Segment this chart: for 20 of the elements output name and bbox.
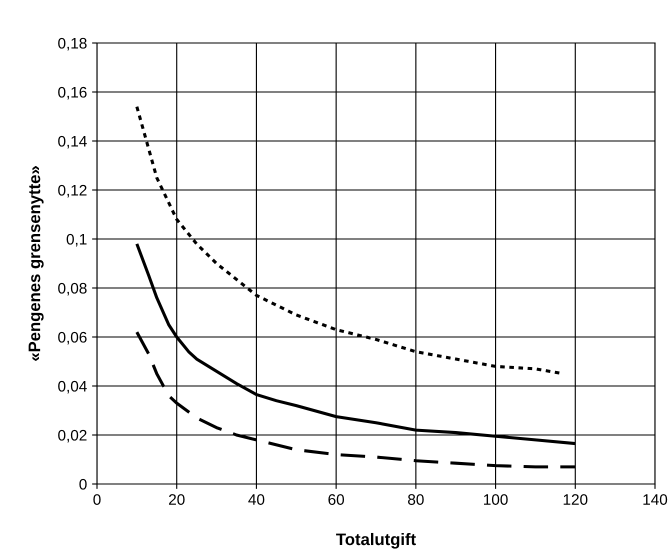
x-tick-label: 40 <box>248 494 264 505</box>
y-tick-label: 0,04 <box>58 380 87 394</box>
x-tick-label: 20 <box>168 494 185 505</box>
x-tick-label: 100 <box>484 494 508 505</box>
y-tick-label: 0,12 <box>58 184 87 198</box>
x-tick-label: 0 <box>93 494 101 505</box>
y-tick-label: 0,18 <box>58 38 87 50</box>
y-tick-label: 0,02 <box>58 430 87 442</box>
x-tick-label: 120 <box>564 494 588 505</box>
x-axis-title: Totalutgift <box>336 532 416 549</box>
y-axis-title: «Pengenes grensenytte» <box>28 166 44 361</box>
y-tick-label: 0,06 <box>58 332 87 344</box>
x-tick-label: 80 <box>408 494 424 505</box>
y-tick-label: 0,16 <box>58 86 87 100</box>
x-tick-label: 140 <box>643 494 668 505</box>
y-tick-label: 0,14 <box>58 136 87 148</box>
y-tick-label: 0,08 <box>58 282 87 296</box>
y-tick-label: 0 <box>79 478 87 490</box>
y-tick-label: 0,1 <box>66 234 87 246</box>
x-tick-label: 60 <box>328 494 344 505</box>
